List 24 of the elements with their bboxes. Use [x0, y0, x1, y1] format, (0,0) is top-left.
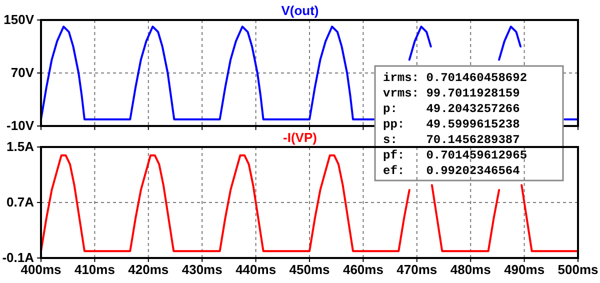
x-tick-label: 440ms [236, 262, 276, 278]
x-tick-label: 460ms [342, 262, 384, 278]
annotation: s: 70.1456289387 [383, 133, 520, 147]
series-label: V(out) [281, 3, 319, 18]
annotation: irms: 0.701460458692 [383, 71, 528, 85]
annotation: pp: 49.5999615238 [383, 118, 520, 132]
x-tick-label: 500ms [558, 262, 598, 278]
y-tick-label: 70V [10, 65, 34, 80]
x-tick-label: 430ms [182, 262, 222, 278]
annotation: ef: 0.99202346564 [383, 164, 520, 178]
x-tick-label: 450ms [289, 262, 330, 278]
y-tick-label: 1.5A [6, 139, 35, 154]
y-tick-label: -10V [6, 118, 34, 134]
x-tick-label: 420ms [128, 262, 169, 278]
x-tick-label: 410ms [74, 262, 115, 278]
y-tick-label: 150V [4, 12, 34, 28]
annotation: p: 49.2043257266 [383, 102, 520, 116]
annotation: vrms: 99.7011928159 [383, 86, 520, 100]
x-tick-label: 470ms [396, 262, 438, 278]
y-tick-label: 0.7A [6, 194, 35, 210]
annotation: pf: 0.701459612965 [383, 148, 528, 162]
x-tick-label: 480ms [450, 262, 491, 278]
series-label: -I(VP) [283, 130, 317, 145]
x-tick-label: 490ms [504, 262, 545, 278]
